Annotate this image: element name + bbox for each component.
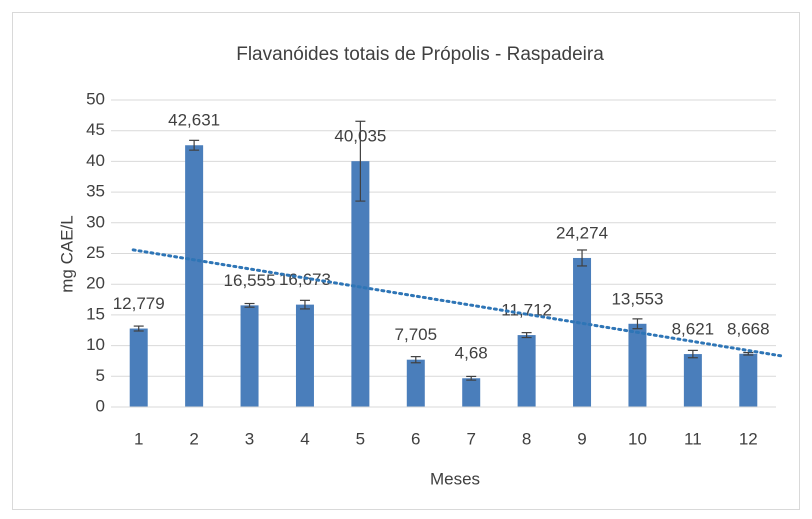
y-tick-label: 20: [86, 274, 105, 293]
data-label: 42,631: [168, 111, 220, 130]
y-tick-label: 40: [86, 151, 105, 170]
data-label: 12,779: [113, 294, 165, 313]
y-tick-label: 0: [96, 396, 105, 415]
y-tick-label: 35: [86, 182, 105, 201]
y-tick-label: 30: [86, 212, 105, 231]
x-tick-label: 9: [577, 429, 586, 448]
y-tick-label: 5: [96, 366, 105, 385]
data-label: 11,712: [501, 301, 552, 320]
bar: [406, 359, 425, 407]
x-tick-label: 6: [411, 429, 420, 448]
bar: [295, 304, 314, 407]
data-label: 8,668: [727, 319, 770, 338]
y-axis-label: mg CAE/L: [57, 215, 76, 292]
x-axis-label: Meses: [430, 469, 480, 488]
x-tick-label: 5: [356, 429, 365, 448]
x-tick-label: 3: [245, 429, 254, 448]
bar: [351, 161, 370, 407]
trendline: [131, 248, 784, 358]
data-label: 16,673: [279, 270, 331, 289]
x-tick-label: 2: [189, 429, 198, 448]
data-label: 40,035: [334, 127, 386, 146]
bar: [129, 328, 148, 407]
data-label: 4,68: [455, 344, 488, 363]
bar: [628, 323, 647, 407]
bar: [240, 305, 259, 407]
data-label: 8,621: [672, 320, 715, 339]
data-label: 13,553: [611, 289, 663, 308]
bar: [683, 354, 702, 407]
y-tick-label: 45: [86, 120, 105, 139]
x-tick-label: 11: [684, 429, 702, 448]
bar: [739, 353, 758, 407]
x-tick-label: 1: [134, 429, 143, 448]
x-tick-label: 4: [300, 429, 309, 448]
bar: [462, 378, 481, 407]
data-label: 7,705: [395, 325, 438, 344]
chart-frame: [12, 12, 800, 510]
bar: [573, 257, 592, 407]
x-tick-label: 7: [466, 429, 475, 448]
data-label: 16,555: [224, 271, 276, 290]
y-tick-label: 50: [86, 89, 105, 108]
x-tick-label: 10: [628, 429, 647, 448]
data-label: 24,274: [556, 223, 608, 242]
bar: [185, 145, 204, 407]
bar: [517, 335, 536, 407]
x-tick-label: 8: [522, 429, 531, 448]
y-tick-label: 15: [86, 304, 105, 323]
x-tick-label: 12: [739, 429, 758, 448]
y-tick-label: 10: [86, 335, 105, 354]
chart-title: Flavanóides totais de Própolis - Raspade…: [236, 44, 604, 65]
y-tick-label: 25: [86, 243, 105, 262]
